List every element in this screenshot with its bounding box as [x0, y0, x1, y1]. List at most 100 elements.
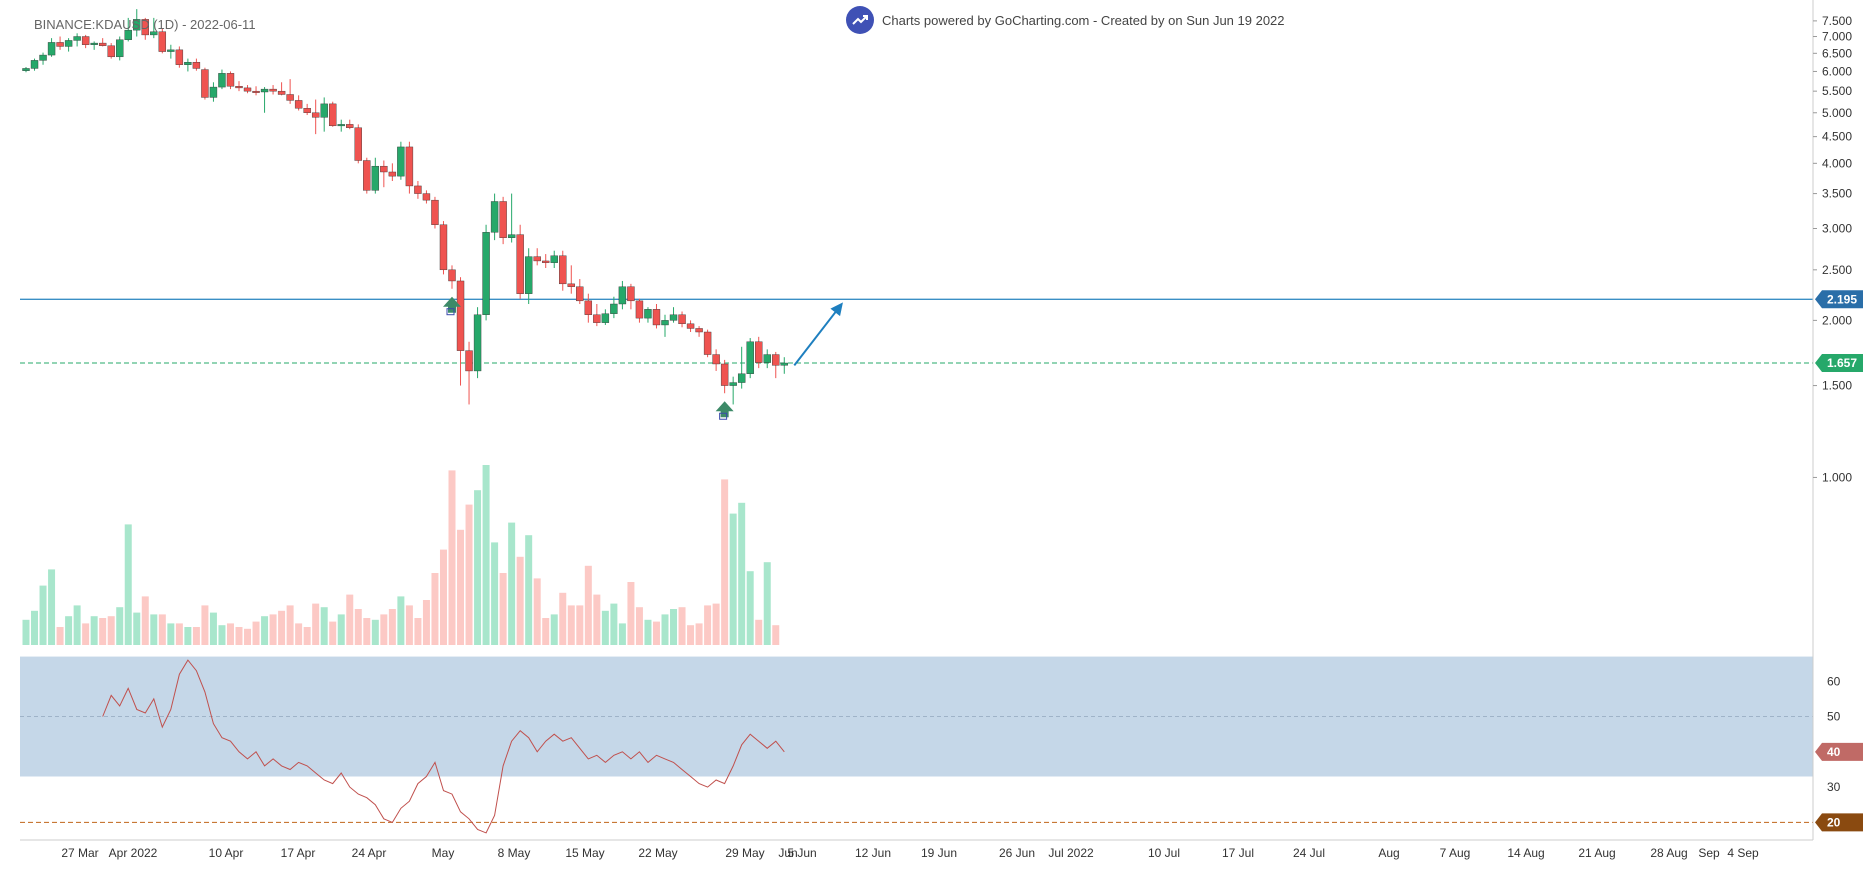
candle-body	[482, 232, 490, 315]
volume-bar	[226, 623, 234, 645]
time-tick-label: 17 Apr	[281, 846, 316, 860]
volume-bar	[644, 619, 652, 645]
candle	[661, 314, 669, 337]
time-tick-label: 5 Jun	[787, 846, 816, 860]
candle-body	[354, 127, 362, 161]
volume-bar	[618, 623, 626, 645]
candle-body	[22, 68, 30, 71]
candle-body	[311, 112, 320, 118]
candle	[465, 341, 473, 405]
candle	[90, 41, 98, 50]
rsi-tag: 40	[1815, 742, 1863, 761]
volume-bar	[439, 549, 447, 645]
time-tick-label: 10 Jul	[1148, 846, 1180, 860]
volume-bar	[627, 582, 635, 645]
candle	[380, 160, 388, 188]
candle-body	[507, 234, 516, 238]
candle	[371, 157, 380, 194]
volume-bar	[601, 610, 609, 645]
candle-body	[303, 108, 311, 113]
candle-body	[243, 87, 252, 92]
candle-body	[175, 49, 184, 65]
rsi-line	[102, 659, 785, 834]
time-tick-label: Jul 2022	[1048, 846, 1094, 860]
volume-bar	[244, 628, 252, 645]
candle-body	[64, 40, 73, 47]
volume-bar	[482, 465, 490, 645]
candle	[448, 265, 456, 289]
volume-bar	[738, 502, 746, 645]
candle	[286, 79, 294, 104]
time-tick-label: 8 May	[498, 846, 531, 860]
candle	[712, 349, 720, 371]
volume-bar	[721, 479, 729, 645]
price-tick-label: 3.500	[1822, 187, 1852, 201]
volume-pane	[22, 465, 780, 645]
volume-bar	[465, 504, 473, 645]
time-tick-label: Aug	[1378, 846, 1399, 860]
candle	[567, 265, 575, 294]
last-price-tag-text: 1.657	[1827, 356, 1857, 370]
volume-bar	[388, 609, 396, 645]
time-tick-label: 19 Jun	[921, 846, 957, 860]
volume-bar	[576, 605, 584, 645]
candle	[107, 43, 115, 59]
time-tick-label: May	[432, 846, 455, 860]
volume-bar	[107, 616, 115, 645]
price-tick-label: 4.500	[1822, 130, 1852, 144]
signal-arrow	[715, 401, 734, 418]
candle-body	[456, 280, 465, 351]
candle-body	[90, 42, 98, 45]
candle	[729, 376, 737, 405]
buy-signal-icon	[715, 401, 734, 420]
price-pane	[20, 9, 1813, 405]
volume-bar	[363, 618, 371, 645]
candle	[141, 17, 149, 40]
candle-body	[414, 185, 422, 194]
candle	[507, 193, 516, 243]
candle-body	[661, 320, 669, 326]
candle-body	[260, 88, 269, 93]
volume-bar	[635, 607, 643, 645]
time-tick-label: 14 Aug	[1507, 846, 1544, 860]
candle-body	[405, 146, 414, 187]
candle-body	[439, 224, 448, 271]
time-tick-label: 4 Sep	[1727, 846, 1759, 860]
candle	[124, 17, 132, 42]
candle	[303, 103, 311, 116]
time-tick-label: 28 Aug	[1650, 846, 1687, 860]
volume-bar	[746, 571, 754, 645]
candle-body	[499, 201, 507, 238]
candle	[414, 180, 422, 199]
volume-bar	[550, 614, 558, 645]
volume-bar	[184, 627, 192, 645]
candle-body	[576, 286, 584, 302]
candle-body	[150, 31, 158, 36]
candle	[610, 296, 618, 319]
volume-bar	[133, 612, 141, 645]
candle	[473, 307, 482, 379]
volume-bar	[286, 605, 294, 645]
header-text: Charts powered by GoCharting.com - Creat…	[882, 12, 1285, 28]
price-tick-label: 2.000	[1822, 313, 1852, 327]
volume-bar	[405, 605, 413, 645]
candle	[294, 95, 303, 111]
candle	[150, 17, 158, 39]
candle-body	[363, 160, 371, 191]
candle-body	[559, 255, 567, 285]
candle	[260, 87, 269, 113]
candle	[226, 71, 235, 90]
candle	[456, 277, 465, 386]
candle	[559, 250, 567, 291]
candle	[576, 279, 584, 304]
candle-body	[550, 255, 558, 263]
volume-bar	[73, 605, 81, 645]
candle	[593, 303, 601, 327]
candle	[533, 248, 541, 266]
volume-bar	[593, 594, 601, 645]
candle	[618, 280, 627, 310]
candle-body	[47, 42, 56, 56]
candle-body	[133, 19, 141, 31]
candle-body	[712, 354, 720, 365]
